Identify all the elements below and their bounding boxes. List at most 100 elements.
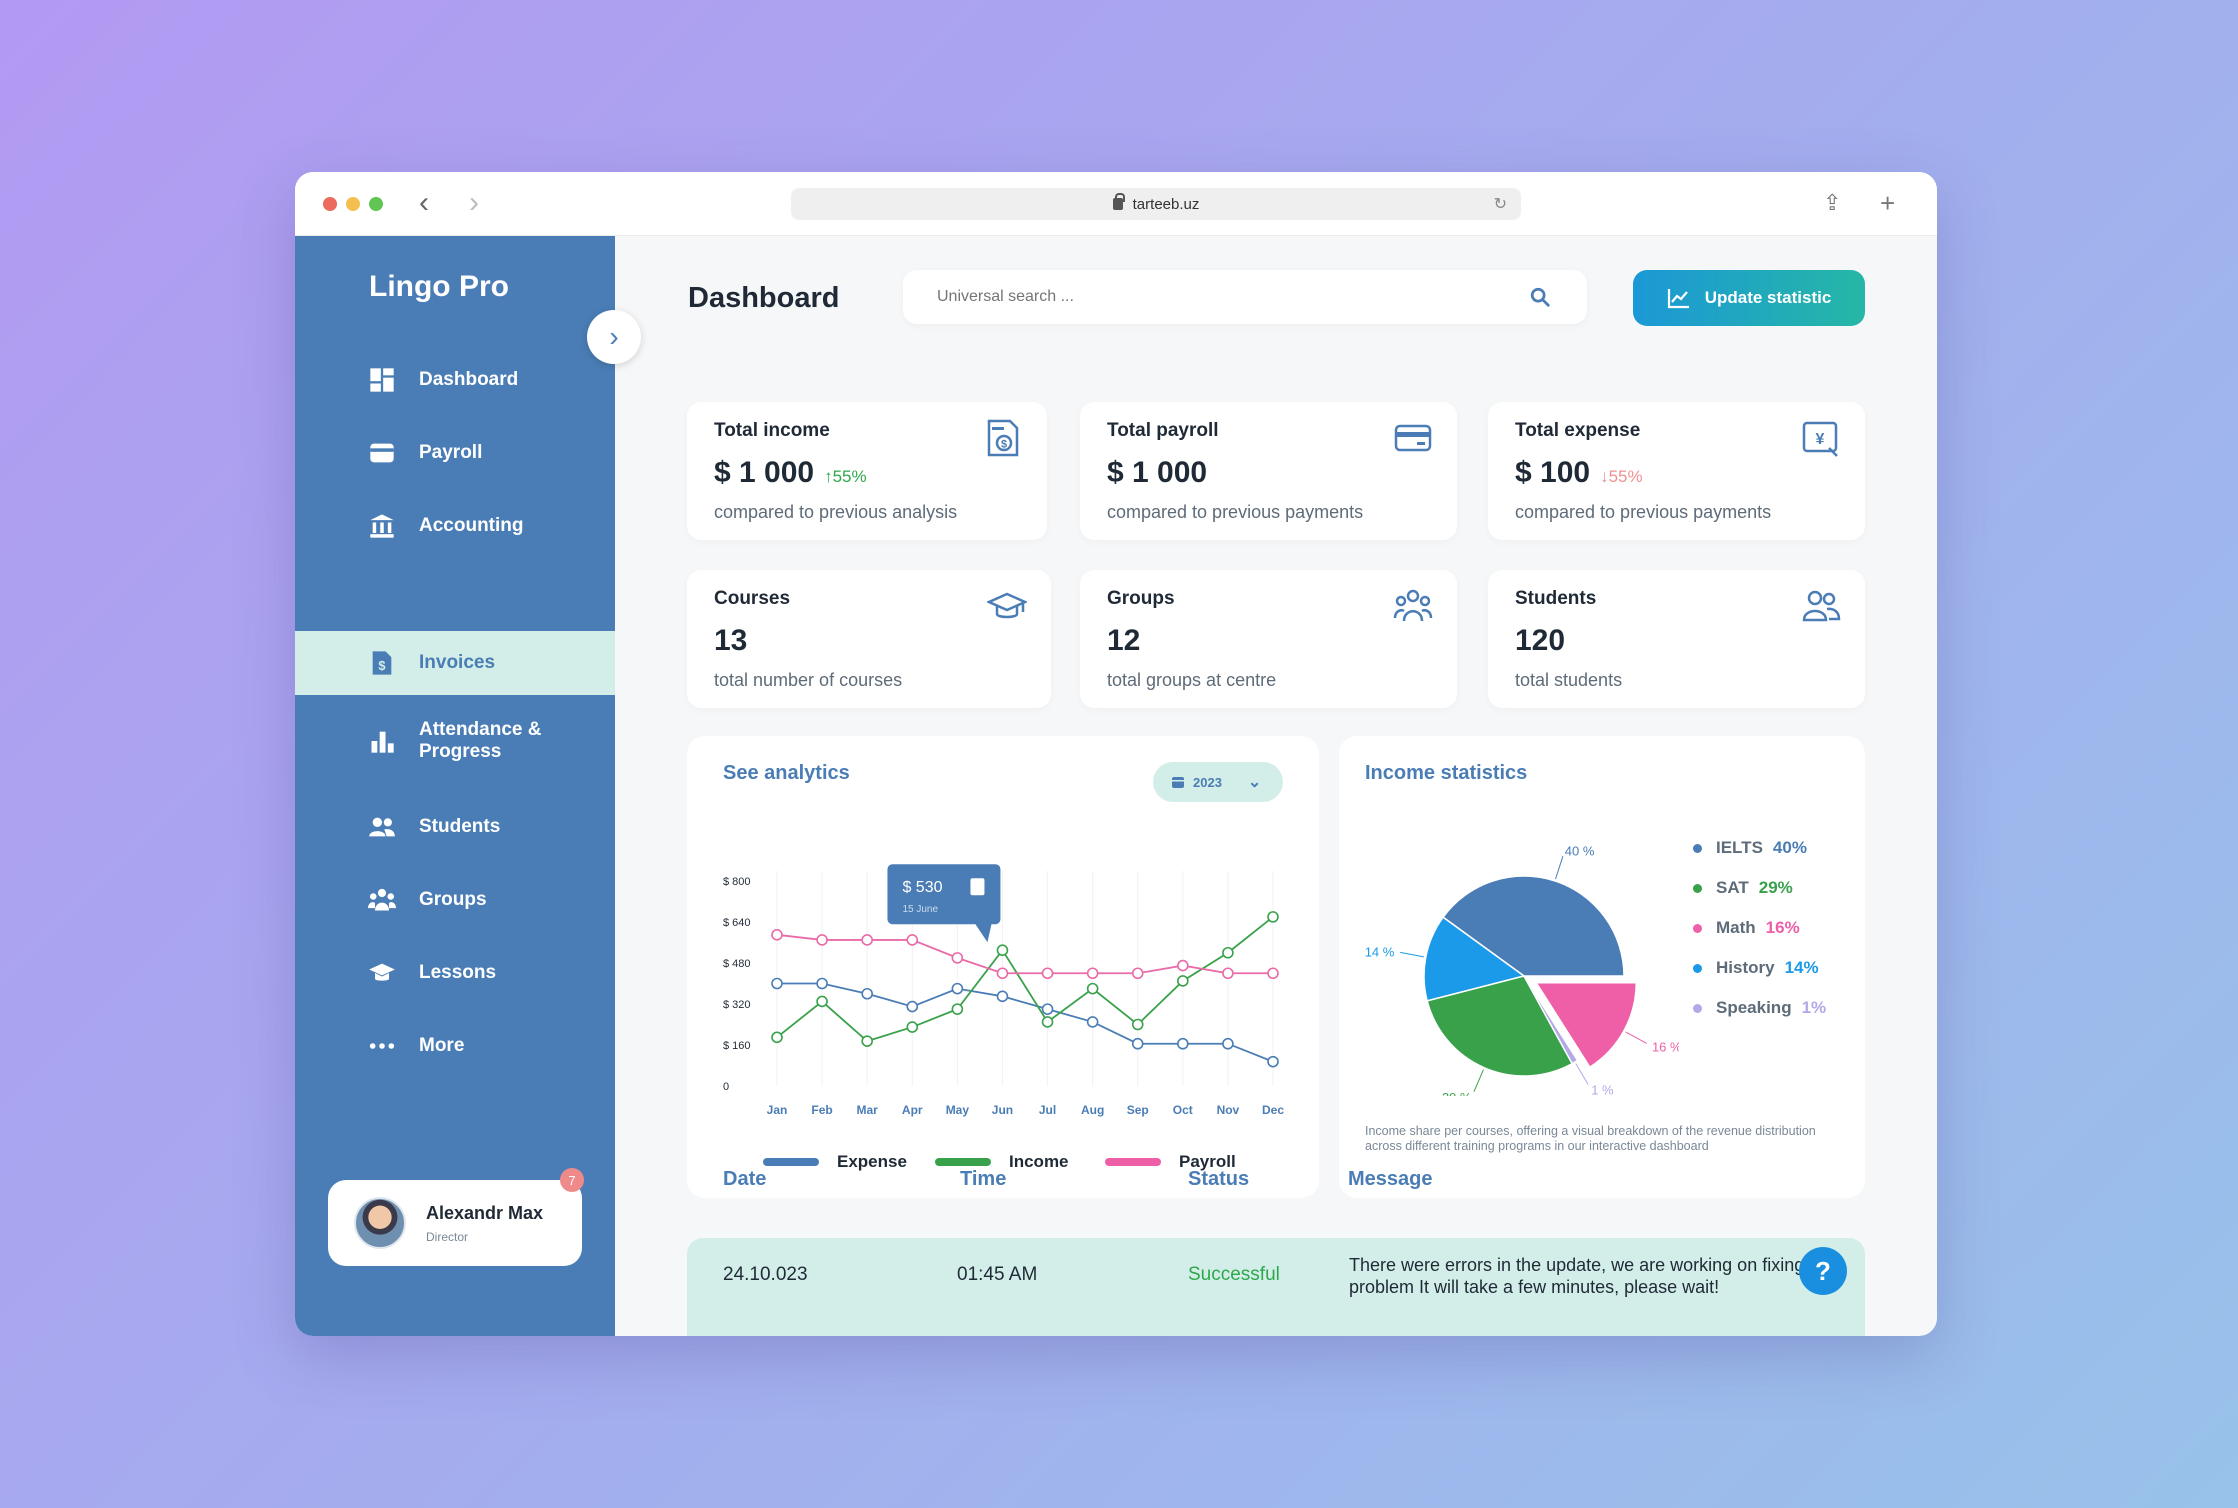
collapse-sidebar-button[interactable]: › <box>587 310 641 364</box>
bar-chart-icon <box>367 726 397 756</box>
data-point-income <box>996 944 1009 956</box>
user-name: Alexandr Max <box>426 1202 544 1223</box>
data-point-payroll <box>1222 967 1234 980</box>
legend-income: Income <box>935 1152 1069 1172</box>
reload-icon[interactable]: ↻ <box>1493 196 1507 213</box>
table-header-date[interactable]: Date <box>723 1168 767 1190</box>
table-header-status[interactable]: Status <box>1188 1168 1250 1190</box>
sidebar-item-accounting[interactable]: Accounting <box>295 494 615 558</box>
legend-dot <box>1693 923 1702 933</box>
question-icon: ? <box>1815 1255 1831 1286</box>
data-point-payroll <box>906 934 919 946</box>
pie-slice-label: 16 % <box>1652 1039 1679 1054</box>
trend-percent: 55% <box>832 467 867 486</box>
card-value: $ 100 ↓55% <box>1515 456 1643 490</box>
table-header-message[interactable]: Message <box>1348 1168 1433 1190</box>
address-bar[interactable]: tarteeb.uz ↻ <box>791 188 1521 220</box>
x-tick-label: Sep <box>1127 1103 1149 1117</box>
card-value: $ 1 000 ↑55% <box>714 456 867 490</box>
y-tick-label: $ 320 <box>723 999 751 1011</box>
card-title: Students <box>1515 588 1597 609</box>
close-window-button[interactable] <box>323 197 337 211</box>
notification-badge[interactable]: 7 <box>560 1168 584 1192</box>
card-title: Total payroll <box>1107 420 1219 441</box>
x-tick-label: Jun <box>992 1103 1013 1117</box>
new-tab-icon[interactable]: + <box>1880 188 1896 218</box>
sidebar-item-attendance[interactable]: Attendance & Progress <box>295 703 615 779</box>
series-line-income <box>776 916 1274 1043</box>
sidebar-item-lessons[interactable]: Lessons <box>295 941 615 1005</box>
maximize-window-button[interactable] <box>369 197 383 211</box>
x-tick-label: Oct <box>1173 1103 1193 1117</box>
help-button[interactable]: ? <box>1799 1247 1847 1295</box>
sidebar-item-students[interactable]: Students <box>295 795 615 859</box>
data-point-expense <box>1041 1003 1054 1015</box>
courses-card: Courses 13 total number of courses <box>687 570 1051 708</box>
sidebar-item-payroll[interactable]: Payroll <box>295 421 615 485</box>
legend-value: 14% <box>1784 958 1819 977</box>
x-tick-label: Nov <box>1217 1103 1240 1117</box>
card-subtitle: total number of courses <box>714 670 903 690</box>
legend-value: 40% <box>1772 838 1807 857</box>
pie-slice-ielts <box>1442 875 1625 977</box>
data-point-expense <box>996 990 1009 1003</box>
x-tick-label: Jul <box>1039 1103 1056 1117</box>
pie-leader-line <box>1555 856 1564 880</box>
share-icon[interactable]: ⇪ <box>1823 190 1842 215</box>
main-content: Dashboard Update statistic Total income … <box>615 236 1937 1336</box>
row-time: 01:45 AM <box>957 1264 1038 1285</box>
data-point-income <box>861 1035 873 1047</box>
data-point-payroll <box>1131 967 1144 980</box>
tooltip-date: 15 June <box>902 904 938 915</box>
svg-text:$: $ <box>1001 439 1007 451</box>
back-icon[interactable]: ‹ <box>419 186 429 219</box>
total-expense-card: Total expense $ 100 ↓55% compared to prev… <box>1488 402 1865 540</box>
forward-icon[interactable]: › <box>469 186 479 219</box>
legend-swatch <box>763 1158 819 1166</box>
search-box[interactable] <box>903 270 1587 324</box>
legend-swatch <box>935 1158 991 1166</box>
legend-label: Payroll <box>1179 1152 1236 1171</box>
data-point-expense <box>951 982 964 995</box>
sidebar-item-groups[interactable]: Groups <box>295 868 615 932</box>
search-input[interactable] <box>937 288 1517 306</box>
legend-swatch <box>1105 1158 1161 1166</box>
pie-slice-speaking <box>1523 975 1579 1065</box>
students-card: Students 120 total students <box>1488 570 1865 708</box>
income-statistics-title: Income statistics <box>1365 762 1528 784</box>
data-point-income <box>1177 975 1189 987</box>
sidebar-item-dashboard[interactable]: Dashboard <box>295 348 615 412</box>
total-income-value: $ 1 000 <box>714 456 815 489</box>
pie-leader-line <box>1625 1031 1647 1044</box>
brand-logo: Lingo Pro <box>369 270 509 303</box>
total-payroll-card: Total payroll $ 1 000 compared to previo… <box>1080 402 1457 540</box>
search-icon[interactable] <box>1529 286 1551 313</box>
update-statistic-button[interactable]: Update statistic <box>1633 270 1865 326</box>
analytics-title: See analytics <box>723 762 850 784</box>
invoice-icon <box>970 878 985 896</box>
pie-leader-line <box>1575 1063 1589 1085</box>
table-row[interactable]: 24.10.023 01:45 AM Successful There were… <box>687 1238 1865 1336</box>
legend-dot <box>1693 843 1702 853</box>
row-date: 24.10.023 <box>723 1264 808 1285</box>
sidebar-item-label: Lessons <box>419 962 497 983</box>
sidebar-item-more[interactable]: More <box>295 1014 615 1078</box>
sidebar-item-invoices[interactable]: $ Invoices <box>295 631 615 695</box>
user-profile-card[interactable]: Alexandr Max Director 7 <box>328 1168 584 1266</box>
pie-slice-label: 29 % <box>1442 1090 1472 1096</box>
total-expense-value: $ 100 <box>1515 456 1591 489</box>
x-tick-label: Aug <box>1081 1103 1104 1117</box>
legend-dot <box>1693 963 1702 973</box>
pie-slice-label: 1 % <box>1591 1083 1614 1096</box>
data-point-expense <box>1267 1055 1279 1068</box>
year-selector[interactable]: 2023 ⌄ <box>1153 762 1283 802</box>
card-icon <box>367 438 397 468</box>
legend-label: History <box>1716 958 1775 977</box>
minimize-window-button[interactable] <box>346 197 360 211</box>
data-point-payroll <box>1041 967 1054 980</box>
sidebar-item-label: Accounting <box>419 515 524 536</box>
data-point-expense <box>1177 1037 1189 1050</box>
table-header-time[interactable]: Time <box>960 1168 1007 1190</box>
url-text: tarteeb.uz <box>1132 195 1200 213</box>
update-statistic-label: Update statistic <box>1704 288 1832 307</box>
